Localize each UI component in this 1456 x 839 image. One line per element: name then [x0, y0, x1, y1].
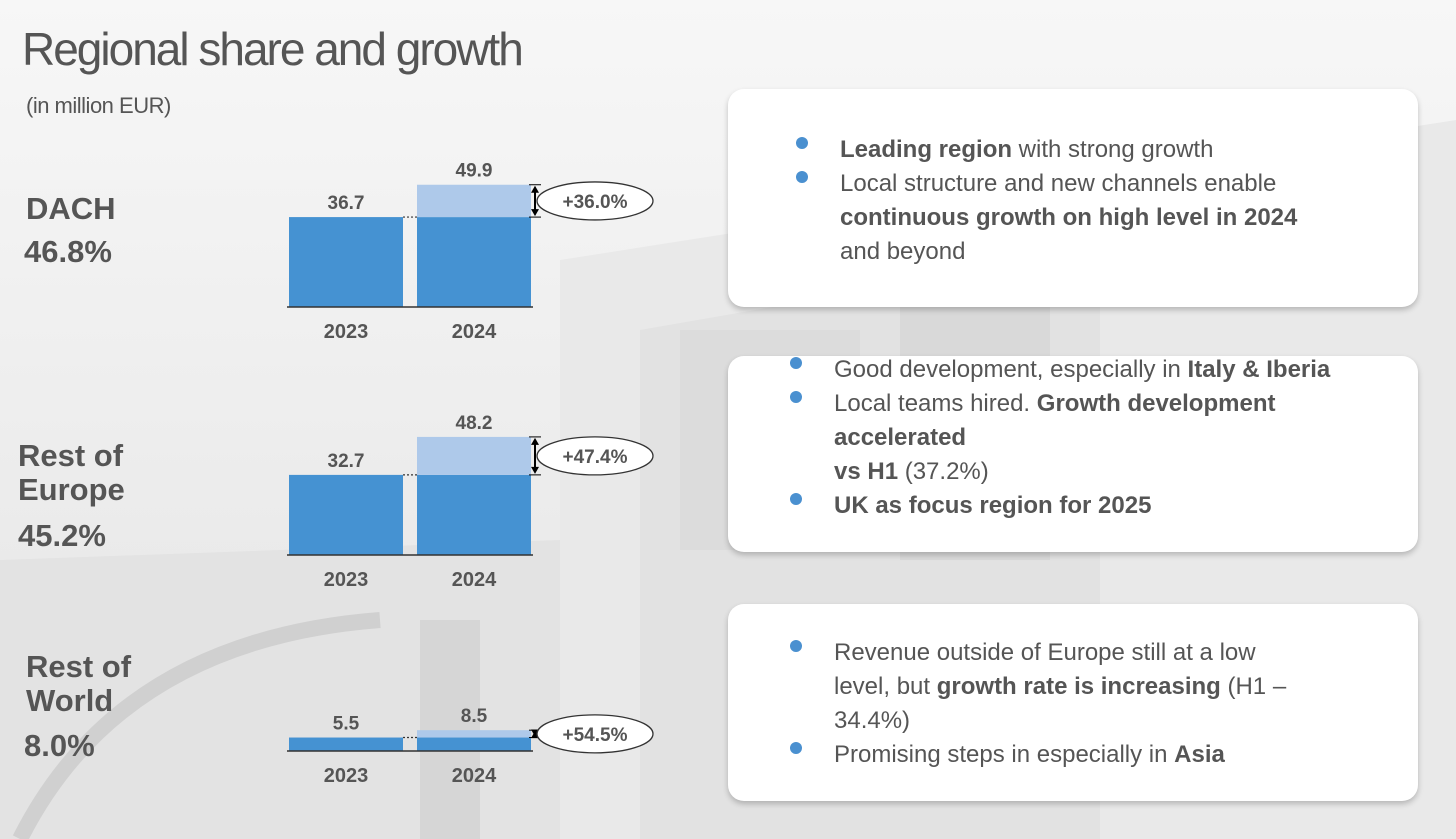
bullet-list: Revenue outside of Europe still at a low…: [790, 636, 1314, 772]
bullet-text: Local teams hired.: [834, 390, 1037, 417]
category-label-2023: 2023: [324, 569, 369, 591]
bullet-text-bold: Leading region: [840, 136, 1013, 163]
bullet-text-bold: Asia: [1174, 741, 1225, 768]
value-label-2024: 8.5: [461, 706, 488, 727]
growth-badge: [536, 714, 654, 754]
bar-charts: 36.7 49.9 2023 2024 +36.0% 32.7 48.2 2023 2024 +4…: [287, 161, 654, 787]
region-label-rest-of-world: Rest of World: [26, 650, 131, 718]
bullet-text-bold: continuous growth on high level in 2024: [840, 204, 1298, 231]
value-label-2023: 36.7: [328, 193, 365, 214]
region-name-line: Europe: [18, 472, 125, 507]
bullet-item: Local structure and new channels enable …: [796, 167, 1320, 269]
category-label-2024: 2024: [452, 569, 497, 591]
region-share-rest-of-world: 8.0%: [24, 728, 95, 763]
region-name-line: Rest of: [26, 649, 132, 684]
bullet-dot-icon: [790, 357, 802, 369]
page-subtitle: (in million EUR): [26, 93, 171, 118]
bar-2024-base: [417, 217, 531, 307]
region-name-line: Rest of: [18, 438, 124, 473]
bullet-text: Local structure and new channels enable: [840, 170, 1277, 197]
category-label-2024: 2024: [452, 321, 497, 343]
info-card-rest-of-world: Revenue outside of Europe still at a low…: [728, 604, 1418, 801]
bullet-text: (H1 – 34.4%): [834, 673, 1287, 734]
bar-2024-growth: [417, 184, 531, 218]
value-label-2023: 32.7: [328, 451, 365, 472]
growth-badge-label: +54.5%: [563, 725, 628, 746]
bullet-text-bold: Italy & Iberia: [1187, 356, 1331, 383]
page-title: Regional share and growth: [22, 23, 524, 75]
bar-2024-base: [417, 474, 531, 555]
region-share-dach: 46.8%: [24, 234, 112, 269]
bullet-item: Local teams hired. Growth development ac…: [790, 387, 1334, 489]
bullet-list: Good development, especially in Italy & …: [790, 353, 1334, 523]
bar-2024-base: [417, 737, 531, 751]
arrow-up-icon: [531, 437, 539, 445]
bullet-text-bold: Growth development accelerated: [834, 390, 1276, 451]
bullet-list: Leading region with strong growth Local s…: [796, 133, 1320, 269]
value-label-2024: 48.2: [456, 413, 493, 434]
bullet-item: Good development, especially in Italy & …: [790, 353, 1334, 387]
bullet-text: Promising steps in especially in: [834, 741, 1175, 768]
info-card-rest-of-europe: Good development, especially in Italy & …: [728, 356, 1418, 552]
bar-2024-growth: [417, 730, 531, 738]
region-label-rest-of-europe: Rest of Europe: [18, 439, 125, 507]
bullet-text-bold: UK as focus region for 2025: [834, 492, 1152, 519]
category-label-2023: 2023: [324, 321, 369, 343]
bar-2023: [289, 737, 403, 751]
bullet-text: Revenue outside of Europe still at a low…: [834, 639, 1256, 700]
bar-2023: [289, 217, 403, 307]
bullet-dot-icon: [790, 391, 802, 403]
region-share-rest-of-europe: 45.2%: [18, 518, 106, 553]
growth-badge-label: +36.0%: [563, 192, 628, 213]
growth-badge-label: +47.4%: [563, 447, 628, 468]
bar-2024-growth: [417, 436, 531, 475]
growth-badge: [536, 181, 654, 221]
region-label-dach: DACH: [26, 192, 116, 226]
bullet-text: Good development, especially in: [834, 356, 1188, 383]
bullet-dot-icon: [790, 640, 802, 652]
region-name-line: World: [26, 683, 114, 718]
arrow-down-icon: [531, 466, 539, 474]
growth-badge: [536, 436, 654, 476]
category-label-2024: 2024: [452, 765, 497, 787]
arrow-up-icon: [531, 185, 539, 193]
category-label-2023: 2023: [324, 765, 369, 787]
bullet-text-bold: vs H1: [834, 458, 899, 485]
bullet-dot-icon: [790, 742, 802, 754]
bullet-item: UK as focus region for 2025: [790, 489, 1334, 523]
arrow-down-icon: [531, 209, 539, 217]
bullet-dot-icon: [796, 171, 808, 183]
bullet-item: Revenue outside of Europe still at a low…: [790, 636, 1314, 738]
bullet-dot-icon: [796, 137, 808, 149]
bar-2023: [289, 474, 403, 555]
bullet-item: Promising steps in especially in Asia: [790, 738, 1314, 772]
bullet-text: and beyond: [840, 238, 966, 265]
region-name-line: DACH: [26, 191, 116, 226]
value-label-2023: 5.5: [333, 714, 360, 735]
bullet-text: with strong growth: [1012, 136, 1214, 163]
value-label-2024: 49.9: [456, 161, 493, 182]
bullet-text-bold: growth rate is increasing: [936, 673, 1221, 700]
bullet-item: Leading region with strong growth: [796, 133, 1320, 167]
bullet-dot-icon: [790, 493, 802, 505]
info-card-dach: Leading region with strong growth Local s…: [728, 89, 1418, 307]
bullet-text: (37.2%): [898, 458, 989, 485]
